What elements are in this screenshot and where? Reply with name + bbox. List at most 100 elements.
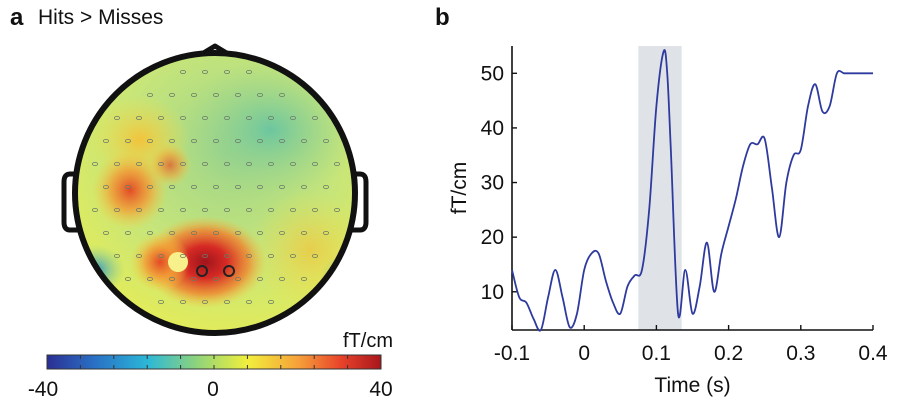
colorbar-mid-label: 0 — [207, 378, 219, 401]
sensor-dot — [146, 184, 153, 189]
y-tick-label: 40 — [481, 117, 504, 140]
sensor-dot — [157, 299, 164, 304]
sensor-dot — [322, 230, 329, 235]
sensor-dot — [223, 207, 230, 212]
sensor-dot — [300, 276, 307, 281]
sensor-dot — [201, 207, 208, 212]
sensor-dot — [146, 93, 153, 98]
sensor-dot — [157, 253, 164, 258]
sensor-dot — [190, 138, 197, 143]
sensor-dot — [267, 116, 274, 121]
sensor-dot — [125, 230, 132, 235]
sensor-dot — [168, 276, 175, 281]
sensor-dot — [311, 116, 318, 121]
sensor-dot — [103, 138, 110, 143]
sensor-dot — [179, 70, 186, 75]
sensor-dot — [245, 161, 252, 166]
sensor-dot — [103, 230, 110, 235]
sensor-dot — [212, 184, 219, 189]
sensor-dot — [212, 138, 219, 143]
sensor-dot — [168, 230, 175, 235]
tick-labels: -0.1 0 0.1 0.2 0.3 0.4 10 20 30 40 50 — [481, 62, 888, 365]
sensor-dot — [223, 299, 230, 304]
sensor-dot — [125, 276, 132, 281]
y-tick-label: 30 — [481, 172, 504, 195]
sensor-dot — [245, 70, 252, 75]
sensor-dot — [103, 184, 110, 189]
sensor-dot — [289, 161, 296, 166]
y-axis-label: fT/cm — [448, 162, 471, 215]
x-tick-label: 0.2 — [714, 342, 743, 365]
sensor-grid — [92, 70, 340, 304]
sensor-dot — [190, 230, 197, 235]
panel-b-letter: b — [435, 4, 450, 31]
sensor-dot — [234, 138, 241, 143]
sensor-dot — [311, 207, 318, 212]
sensor-dot — [245, 299, 252, 304]
highlighted-sensor — [196, 265, 208, 277]
sensor-dot — [125, 184, 132, 189]
highlighted-sensor — [223, 265, 235, 277]
sensor-dot — [201, 161, 208, 166]
sensor-dot — [223, 70, 230, 75]
sensor-dot — [190, 93, 197, 98]
colorbar-ticks — [46, 355, 382, 369]
series-points — [511, 50, 875, 332]
panel-a-letter: a — [10, 4, 24, 31]
sensor-dot — [146, 276, 153, 281]
sensor-dot — [245, 253, 252, 258]
sensor-dot — [234, 276, 241, 281]
sensor-dot — [179, 207, 186, 212]
sensor-dot — [278, 230, 285, 235]
sensor-dot — [311, 253, 318, 258]
sensor-dot — [278, 276, 285, 281]
sensor-dot — [135, 253, 142, 258]
sensor-dot — [135, 161, 142, 166]
right-ear — [352, 171, 369, 233]
x-tick-label: 0.1 — [642, 342, 671, 365]
panel-a-title: Hits > Misses — [38, 6, 164, 29]
sensor-dot — [168, 184, 175, 189]
sensor-dot — [256, 276, 263, 281]
sensor-dot — [223, 116, 230, 121]
sensor-dot — [157, 207, 164, 212]
sensor-dot — [278, 93, 285, 98]
y-tick-label: 50 — [481, 62, 504, 85]
sensor-dot — [267, 253, 274, 258]
sensor-dot — [179, 116, 186, 121]
sensor-dot — [289, 116, 296, 121]
sensor-dot — [201, 253, 208, 258]
topomap: fT/cm -40 0 40 — [28, 43, 393, 401]
chart-axes — [511, 46, 874, 331]
sensor-dot — [179, 299, 186, 304]
sensor-dot — [212, 276, 219, 281]
sensor-dot — [190, 276, 197, 281]
sensor-dot — [201, 116, 208, 121]
x-tick-label: 0 — [578, 342, 590, 365]
x-axis-label: Time (s) — [654, 374, 730, 397]
sensor-dot — [245, 207, 252, 212]
sensor-dot — [245, 116, 252, 121]
sensor-dot — [300, 230, 307, 235]
sensor-dot — [114, 161, 121, 166]
colorbar-unit-label: fT/cm — [343, 330, 393, 352]
sensor-dot — [278, 138, 285, 143]
sensor-dot — [157, 116, 164, 121]
sensor-dot — [168, 138, 175, 143]
sensor-dot — [212, 93, 219, 98]
sensor-dot — [311, 161, 318, 166]
sensor-dot — [289, 253, 296, 258]
head-outline — [72, 50, 358, 336]
y-tick-label: 10 — [481, 281, 504, 304]
sensor-dot — [92, 161, 99, 166]
sensor-dot — [322, 184, 329, 189]
sensor-dot — [146, 138, 153, 143]
left-ear — [61, 171, 78, 233]
sensor-dot — [234, 93, 241, 98]
sensor-dot — [300, 138, 307, 143]
sensor-dot — [179, 161, 186, 166]
sensor-dot — [333, 207, 340, 212]
sensor-dot — [179, 253, 186, 258]
sensor-dot — [92, 207, 99, 212]
sensor-dot — [234, 184, 241, 189]
